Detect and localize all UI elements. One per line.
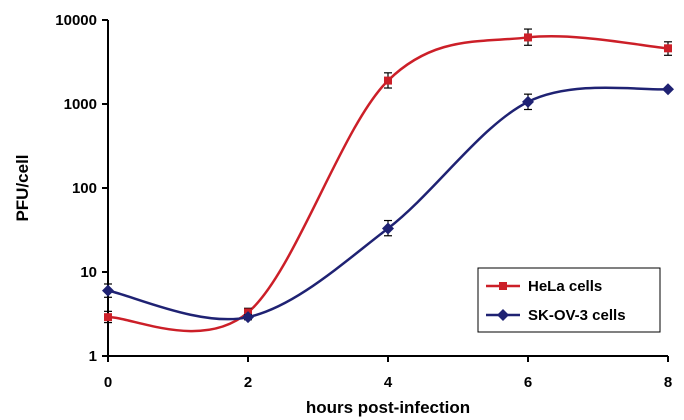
x-tick-label: 0	[104, 374, 112, 391]
data-point	[384, 76, 392, 85]
legend-box	[477, 267, 661, 333]
data-point	[102, 284, 114, 297]
y-tick-label: 10	[80, 264, 97, 281]
legend-label: HeLa cells	[528, 278, 602, 295]
y-tick-label: 1000	[64, 96, 97, 113]
y-axis-title: PFU/cell	[13, 154, 32, 221]
tick-labels: 0 2 4 6 8 1 10 100 1000 10000	[55, 12, 672, 391]
x-tick-label: 4	[384, 374, 393, 391]
legend-item: HeLa cells	[486, 278, 602, 295]
axes	[102, 19, 669, 362]
data-point	[104, 313, 112, 322]
x-tick-label: 2	[244, 374, 252, 391]
legend-item: SK-OV-3 cells	[486, 307, 626, 324]
data-point	[522, 95, 534, 108]
series-layer	[102, 28, 674, 333]
data-point	[664, 44, 672, 53]
y-tick-label: 100	[72, 180, 97, 197]
legend-marker	[497, 309, 509, 321]
x-tick-label: 8	[664, 374, 672, 391]
legend-label: SK-OV-3 cells	[528, 307, 626, 324]
data-point	[524, 33, 532, 42]
data-point	[242, 311, 254, 324]
legend: HeLa cells SK-OV-3 cells	[477, 267, 661, 333]
x-tick-label: 6	[524, 374, 532, 391]
series-sk-ov-3	[102, 83, 674, 324]
series-line	[107, 35, 669, 333]
x-axis-title: hours post-infection	[306, 398, 470, 417]
data-point	[662, 83, 674, 96]
y-tick-label: 10000	[55, 12, 97, 29]
data-point	[382, 222, 394, 235]
legend-marker	[499, 282, 507, 290]
y-tick-label: 1	[89, 348, 97, 365]
